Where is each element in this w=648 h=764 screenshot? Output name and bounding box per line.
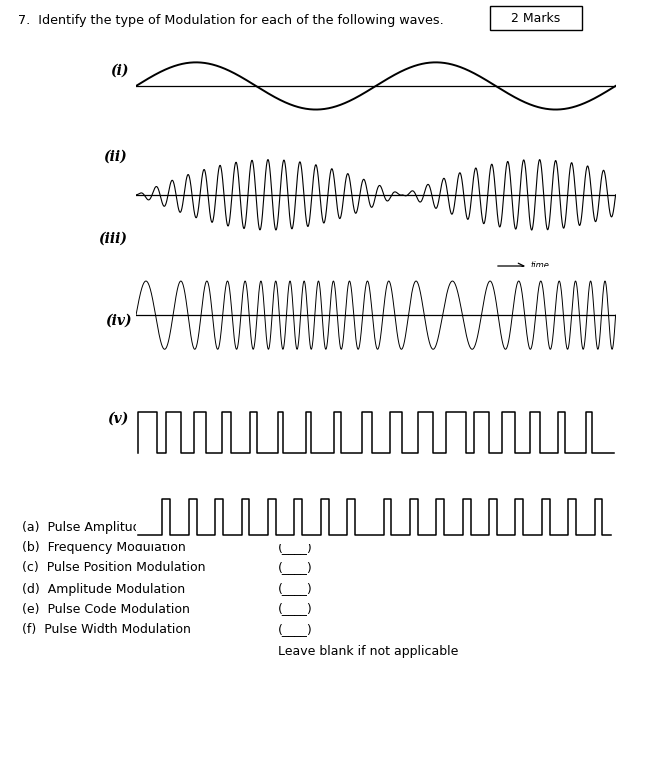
Text: (iii): (iii) [98, 232, 127, 246]
Text: (ii): (ii) [103, 150, 127, 164]
Text: (d)  Amplitude Modulation: (d) Amplitude Modulation [22, 582, 185, 595]
Text: (____): (____) [278, 562, 313, 575]
Text: (____): (____) [278, 603, 313, 616]
Text: (____): (____) [278, 542, 313, 555]
Text: 7.  Identify the type of Modulation for each of the following waves.: 7. Identify the type of Modulation for e… [18, 14, 444, 27]
Text: (c)  Pulse Position Modulation: (c) Pulse Position Modulation [22, 562, 205, 575]
Text: time: time [530, 261, 549, 270]
FancyBboxPatch shape [490, 6, 582, 30]
Text: (v): (v) [107, 412, 128, 426]
Text: (____): (____) [278, 520, 313, 533]
Text: (b)  Frequency Modulation: (b) Frequency Modulation [22, 542, 186, 555]
Text: (iv): (iv) [105, 314, 132, 328]
Text: (a)  Pulse Amplitude Modulation: (a) Pulse Amplitude Modulation [22, 520, 222, 533]
Text: (i): (i) [110, 64, 128, 78]
Text: 2 Marks: 2 Marks [511, 11, 561, 24]
Text: (____): (____) [278, 582, 313, 595]
Text: (____): (____) [278, 623, 313, 636]
Text: Leave blank if not applicable: Leave blank if not applicable [278, 645, 458, 658]
Text: (e)  Pulse Code Modulation: (e) Pulse Code Modulation [22, 603, 190, 616]
Text: (f)  Pulse Width Modulation: (f) Pulse Width Modulation [22, 623, 191, 636]
